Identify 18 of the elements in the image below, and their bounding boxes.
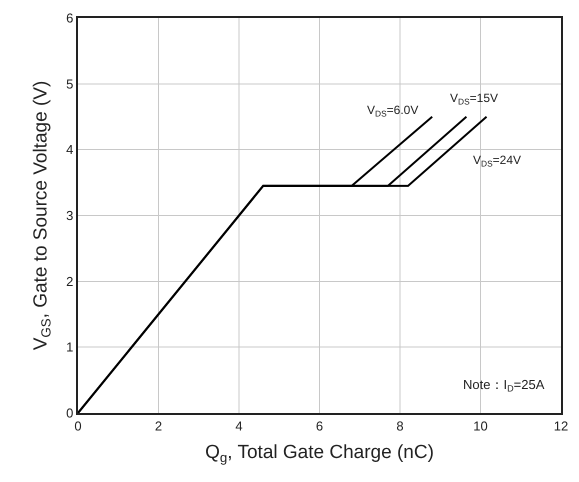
y-tick-label: 0: [66, 406, 74, 421]
x-tick-label: 8: [396, 418, 404, 434]
y-tick-label: 5: [66, 76, 74, 92]
series-label: V$_{DS}$=6.0V: [367, 103, 418, 119]
x-tick-label: 4: [235, 418, 243, 434]
y-tick-label: 4: [66, 142, 74, 158]
series-label: V$_{DS}$=15V: [450, 91, 498, 107]
x-tick-label: 6: [316, 418, 324, 434]
x-tick-label: 12: [554, 418, 568, 434]
x-axis-title: Q$_{g}$, Total Gate Charge (nC): [205, 442, 434, 465]
y-tick-label: 3: [66, 208, 74, 224]
y-tick-label: 1: [66, 340, 74, 355]
x-tick-label: 2: [154, 418, 162, 434]
x-tick-label: 10: [473, 418, 488, 434]
series-label: V$_{DS}$=24V: [473, 153, 522, 169]
y-tick-label: 6: [66, 10, 74, 26]
annotation: Note：I$_{D}$=25A: [463, 377, 545, 394]
y-tick-label: 2: [66, 274, 74, 289]
